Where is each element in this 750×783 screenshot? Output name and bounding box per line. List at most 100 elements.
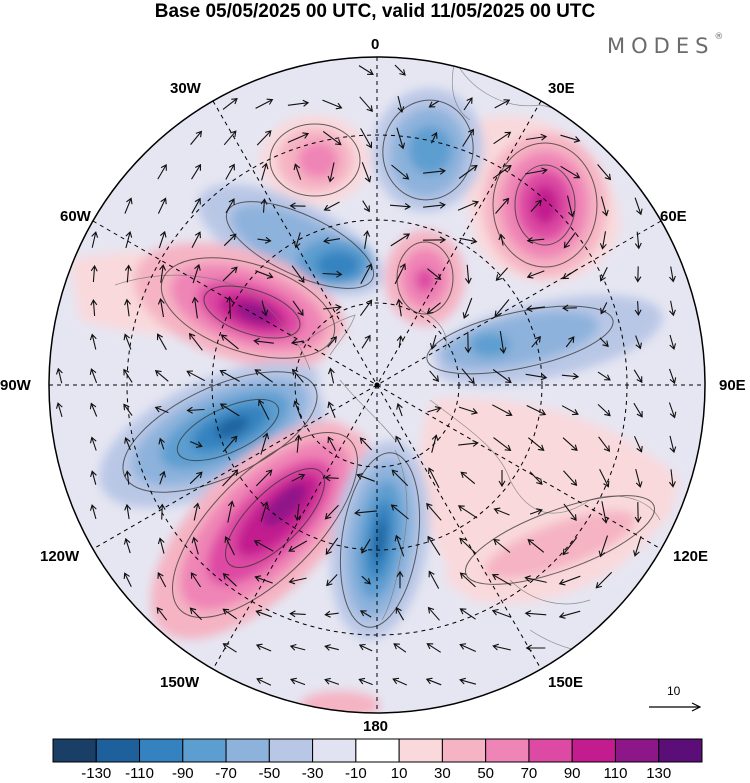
wind-arrow bbox=[525, 305, 546, 313]
wind-arrow bbox=[491, 574, 512, 586]
wind-arrow bbox=[323, 201, 340, 211]
wind-arrow bbox=[427, 268, 442, 280]
wind-arrow bbox=[391, 164, 410, 180]
wind-arrow bbox=[89, 368, 98, 384]
map-border bbox=[48, 56, 706, 714]
wind-arrow bbox=[427, 406, 442, 413]
wind-arrow bbox=[526, 270, 545, 279]
wind-arrow bbox=[254, 369, 274, 383]
wind-arrow bbox=[222, 608, 238, 620]
wind-arrow bbox=[525, 167, 548, 175]
wind-arrow bbox=[598, 436, 611, 453]
wind-arrow bbox=[322, 99, 343, 110]
wind-arrow bbox=[524, 610, 547, 618]
wind-arrow bbox=[562, 304, 577, 312]
wind-arrow bbox=[393, 643, 407, 653]
wind-arrow bbox=[256, 130, 272, 146]
colorbar-tick-label: -70 bbox=[215, 765, 237, 782]
wind-arrow bbox=[457, 505, 478, 519]
wind-arrow bbox=[561, 405, 579, 416]
wind-arrow bbox=[327, 367, 335, 384]
wind-arrow bbox=[290, 338, 305, 346]
pole-marker bbox=[374, 382, 380, 388]
reference-vector-label: 10 bbox=[667, 684, 681, 698]
wind-arrow bbox=[428, 570, 440, 589]
wind-arrow bbox=[558, 575, 581, 586]
wind-arrow bbox=[527, 539, 545, 553]
wind-arrow bbox=[493, 538, 511, 553]
wind-arrow bbox=[494, 299, 510, 318]
wind-arrow bbox=[255, 270, 274, 279]
wind-arrow bbox=[253, 337, 274, 345]
wind-arrow bbox=[220, 334, 239, 350]
wind-arrow bbox=[530, 199, 542, 212]
wind-arrow bbox=[324, 644, 339, 651]
wind-arrow bbox=[55, 402, 63, 418]
wind-arrow bbox=[464, 264, 472, 285]
wind-arrow bbox=[359, 610, 372, 618]
wind-arrow bbox=[186, 406, 205, 414]
wind-arrow bbox=[668, 402, 677, 419]
wind-arrow bbox=[525, 133, 548, 141]
wind-arrow bbox=[219, 403, 240, 417]
wind-arrow bbox=[390, 504, 409, 520]
wind-arrow bbox=[354, 509, 377, 517]
wind-arrow bbox=[635, 468, 643, 488]
brand-mark: ® bbox=[714, 32, 724, 42]
wind-arrow bbox=[634, 502, 642, 523]
wind-arrow bbox=[461, 368, 475, 385]
wind-arrow bbox=[459, 237, 478, 245]
lon-label-60e: 60E bbox=[660, 208, 687, 225]
colorbar-tick-label: -50 bbox=[258, 765, 281, 782]
wind-arrow bbox=[389, 202, 412, 210]
wind-arrow bbox=[562, 269, 578, 280]
wind-arrow bbox=[323, 304, 342, 312]
wind-arrow bbox=[157, 163, 167, 180]
wind-arrow bbox=[159, 264, 167, 283]
wind-arrow bbox=[428, 467, 440, 489]
wind-arrow bbox=[91, 231, 99, 248]
wind-arrow bbox=[495, 197, 510, 214]
wind-arrow bbox=[287, 99, 310, 107]
wind-arrow bbox=[634, 301, 642, 316]
wind-arrow bbox=[464, 331, 472, 354]
wind-arrow bbox=[158, 437, 165, 450]
wind-arrow bbox=[633, 536, 642, 557]
wind-arrow bbox=[391, 469, 409, 487]
wind-arrow bbox=[225, 163, 235, 180]
wind-arrow bbox=[634, 231, 642, 250]
wind-arrow bbox=[260, 432, 270, 455]
wind-arrow bbox=[361, 162, 372, 183]
wind-arrow bbox=[90, 264, 98, 283]
wind-arrow bbox=[492, 404, 513, 417]
wind-arrow bbox=[635, 335, 642, 350]
wind-arrow bbox=[669, 266, 676, 283]
colorbar-tick-label: 90 bbox=[563, 765, 581, 782]
wind-arrow bbox=[524, 575, 547, 583]
wind-arrow bbox=[531, 335, 541, 348]
wind-arrow bbox=[495, 267, 509, 281]
wind-arrow bbox=[189, 471, 203, 485]
wind-arrow bbox=[462, 128, 474, 147]
wind-arrow bbox=[565, 336, 575, 348]
wind-arrow bbox=[189, 607, 202, 621]
wind-arrow bbox=[498, 233, 506, 246]
wind-arrow bbox=[458, 439, 479, 447]
wind-arrow bbox=[597, 403, 611, 417]
wind-arrow bbox=[191, 163, 202, 180]
wind-arrow bbox=[123, 403, 133, 416]
wind-arrow bbox=[358, 643, 373, 652]
wind-arrow bbox=[256, 677, 272, 686]
wind-arrow bbox=[254, 575, 273, 584]
wind-arrow bbox=[55, 367, 63, 384]
wind-arrow bbox=[426, 502, 442, 521]
wind-arrow bbox=[125, 230, 133, 249]
wind-arrow bbox=[322, 130, 342, 146]
wind-arrow bbox=[599, 266, 608, 282]
wind-arrow bbox=[397, 95, 405, 113]
wind-arrow bbox=[257, 236, 272, 244]
wind-arrow bbox=[327, 162, 335, 183]
wind-arrow bbox=[89, 333, 97, 350]
wind-arrow bbox=[154, 370, 169, 382]
